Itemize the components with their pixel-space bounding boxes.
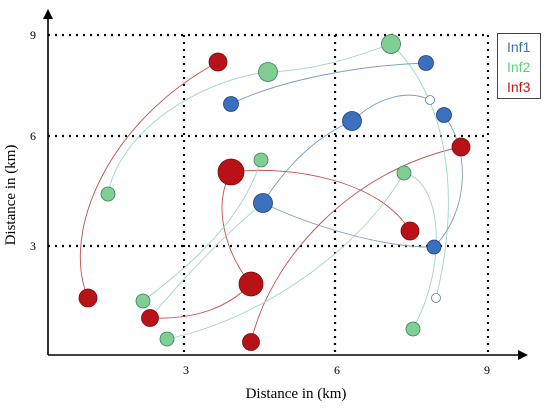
y-axis-arrow xyxy=(43,9,53,19)
y-tick-label: 6 xyxy=(30,129,36,143)
node-inf2 xyxy=(159,331,175,347)
link-inf1 xyxy=(262,120,353,204)
link-inf3 xyxy=(149,283,252,319)
link-inf1 xyxy=(351,94,431,122)
nodes xyxy=(78,34,471,351)
node-inf2 xyxy=(381,34,401,54)
link-inf3 xyxy=(250,146,462,343)
connections xyxy=(79,43,463,343)
link-inf1 xyxy=(230,62,427,105)
axes xyxy=(43,9,528,360)
link-inf2 xyxy=(403,172,437,330)
legend: Inf1 Inf2 Inf3 xyxy=(497,33,541,99)
y-axis-title: Distance in (km) xyxy=(3,145,19,246)
link-inf2 xyxy=(267,43,392,73)
node-inf3 xyxy=(451,137,471,157)
link-inf1 xyxy=(433,114,463,248)
node-inf3 xyxy=(238,271,264,297)
legend-item-inf2: Inf2 xyxy=(507,59,531,75)
node-inf3 xyxy=(242,333,260,351)
node-inf3 xyxy=(217,158,245,186)
node-hollow xyxy=(431,293,441,303)
legend-item-inf1: Inf1 xyxy=(507,39,531,55)
x-axis-title: Distance in (km) xyxy=(246,386,347,402)
node-inf3 xyxy=(208,52,228,72)
node-inf2 xyxy=(258,62,278,82)
link-inf3 xyxy=(230,169,411,232)
node-inf2 xyxy=(253,152,269,168)
link-inf3 xyxy=(221,171,252,285)
node-inf2 xyxy=(405,321,421,337)
node-inf2 xyxy=(135,293,151,309)
node-inf1 xyxy=(436,107,452,123)
link-inf2 xyxy=(142,159,262,302)
node-inf3 xyxy=(141,309,159,327)
node-hollow xyxy=(425,95,435,105)
node-inf3 xyxy=(400,221,420,241)
x-axis-arrow xyxy=(518,350,528,360)
node-inf1 xyxy=(342,111,362,131)
x-tick-label: 6 xyxy=(334,363,340,377)
link-inf1 xyxy=(262,202,435,248)
y-tick-label: 9 xyxy=(30,28,36,42)
x-tick-label: 3 xyxy=(183,363,189,377)
link-inf2 xyxy=(107,71,269,195)
node-inf3 xyxy=(78,288,98,308)
node-inf1 xyxy=(418,55,434,71)
node-inf1 xyxy=(253,193,273,213)
legend-item-inf3: Inf3 xyxy=(507,79,531,95)
node-inf2 xyxy=(100,186,116,202)
node-inf2 xyxy=(396,165,412,181)
link-inf2 xyxy=(166,172,405,340)
x-tick-label: 9 xyxy=(484,363,490,377)
grid xyxy=(48,33,490,355)
node-inf1 xyxy=(223,96,239,112)
node-inf1 xyxy=(426,239,442,255)
link-inf3 xyxy=(79,61,219,299)
link-inf2 xyxy=(149,202,264,319)
y-tick-label: 3 xyxy=(30,239,36,253)
